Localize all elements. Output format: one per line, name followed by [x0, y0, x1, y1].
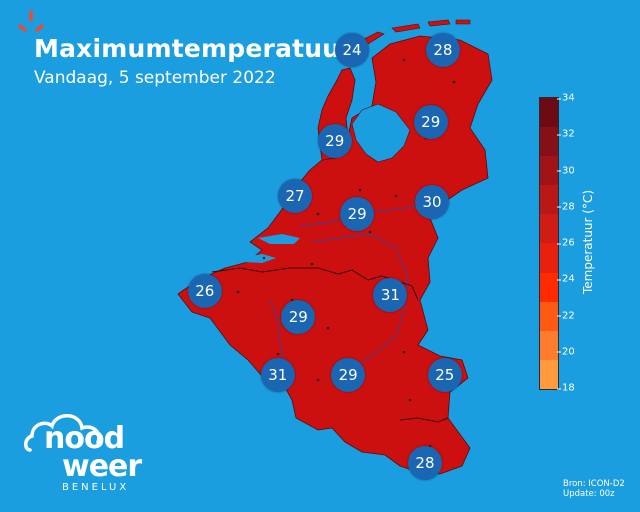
legend-tick-label: 18	[557, 382, 575, 394]
temperature-marker: 30	[415, 185, 449, 220]
legend-color-band	[540, 156, 558, 186]
source-info: Bron: ICON-D2 Update: 00z	[563, 479, 625, 499]
legend-tick-label: 24	[557, 273, 575, 285]
legend-color-band	[540, 243, 558, 273]
noodweer-logo-icon	[24, 414, 101, 452]
legend-color-band	[540, 127, 558, 157]
legend-color-band	[540, 359, 558, 389]
logo-sub: BENELUX	[62, 482, 130, 493]
temperature-marker: 29	[281, 299, 316, 334]
source-update: Update: 00z	[563, 489, 615, 499]
land-wadden-5	[455, 19, 471, 25]
logo-word-nood: nood	[44, 421, 125, 456]
legend-tick-label: 20	[557, 346, 575, 358]
temperature-marker: 28	[407, 445, 442, 480]
temperature-marker: 29	[413, 104, 448, 139]
legend-color-band	[540, 185, 558, 215]
legend-tick-label: 28	[557, 201, 575, 213]
color-legend	[539, 97, 559, 390]
legend-tick-label: 34	[557, 92, 575, 104]
temperature-marker: 29	[340, 197, 375, 232]
legend-tick-label: 30	[557, 165, 575, 176]
legend-color-band	[540, 272, 558, 302]
zeeland-water-2	[240, 254, 276, 263]
legend-tick-label: 22	[557, 310, 575, 321]
temperature-marker: 28	[425, 33, 460, 68]
legend-label: Temperatuur (°C)	[581, 189, 595, 295]
temperature-marker: 31	[373, 277, 408, 312]
legend-color-band	[540, 214, 558, 244]
legend-color-band	[540, 330, 558, 360]
land-wadden-4	[427, 19, 451, 27]
temperature-marker: 27	[278, 179, 313, 214]
logo-word-weer: weer	[62, 449, 142, 484]
legend-tick-label: 32	[557, 128, 575, 140]
ijsselmeer	[351, 103, 411, 163]
temperature-marker: 29	[317, 123, 352, 158]
temperature-marker: 24	[335, 33, 369, 68]
sun-icon	[18, 10, 44, 32]
legend-color-band	[540, 301, 558, 331]
legend-color-band	[540, 98, 558, 128]
page-subtitle: Vandaag, 5 september 2022	[34, 68, 276, 88]
page-title: Maximumtemperatuur	[34, 34, 353, 63]
border-be-lu	[399, 417, 449, 423]
temperature-marker: 25	[427, 357, 462, 392]
river-schelde	[269, 299, 285, 363]
source-model: Bron: ICON-D2	[563, 479, 625, 489]
land-wadden-3	[391, 23, 421, 33]
temperature-marker: 31	[260, 357, 295, 392]
legend-tick-label: 26	[557, 237, 575, 249]
temperature-marker: 29	[331, 357, 366, 392]
zeeland-water	[258, 234, 300, 244]
temperature-marker: 26	[187, 273, 222, 308]
